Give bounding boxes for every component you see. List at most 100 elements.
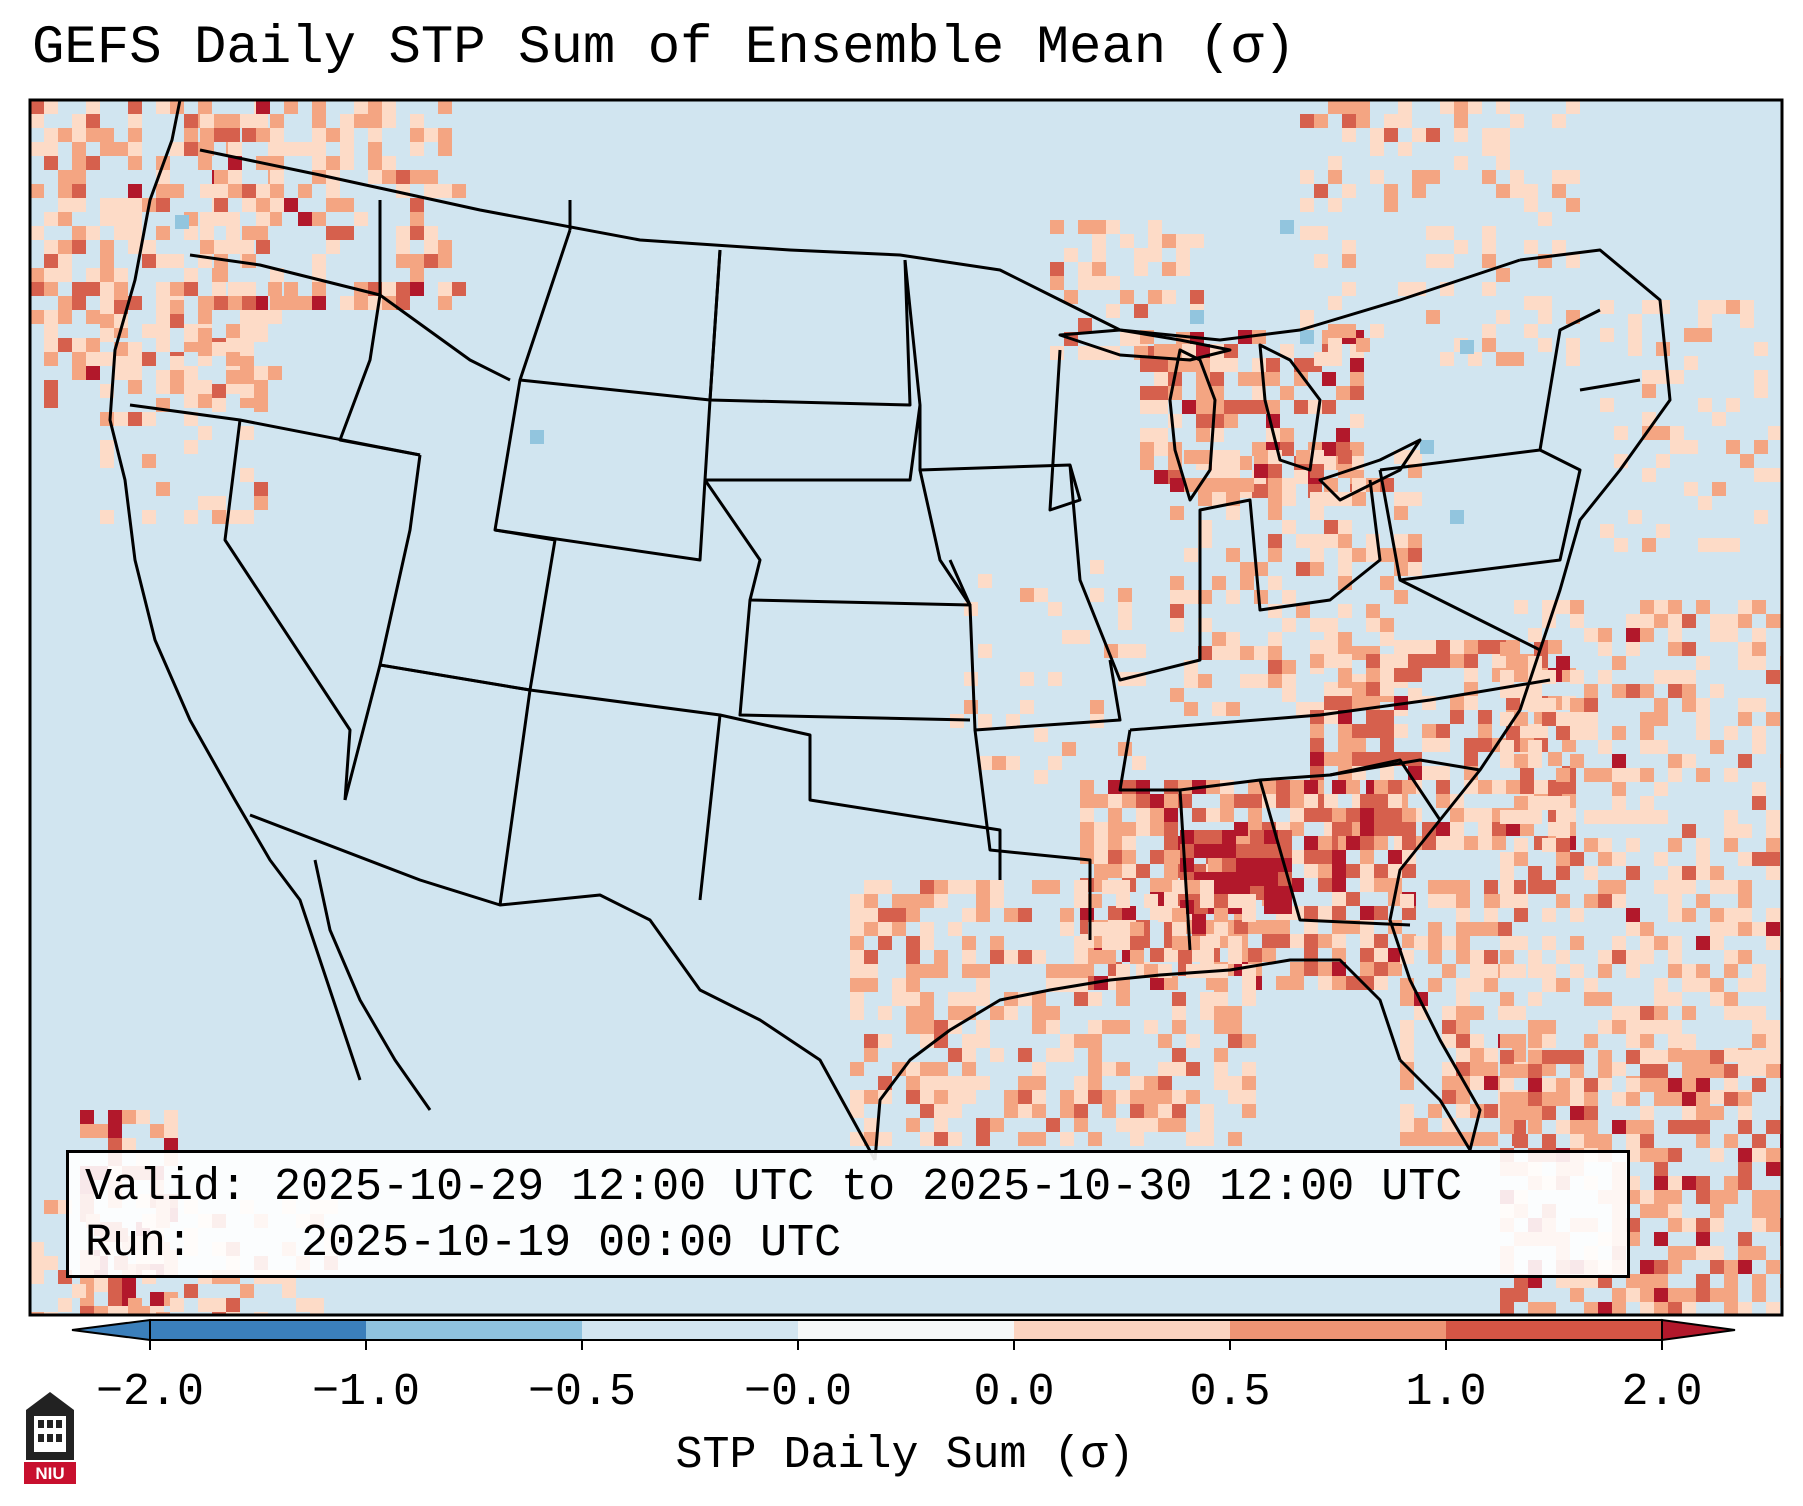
stp-pixel (1682, 642, 1696, 656)
stp-pixel (1172, 922, 1186, 936)
stp-pixel (200, 240, 214, 254)
stp-pixel (1034, 770, 1048, 784)
stp-pixel (1738, 1092, 1752, 1106)
stp-pixel-negative (1450, 510, 1464, 524)
stp-pixel (892, 922, 906, 936)
stp-pixel (1626, 642, 1640, 656)
stp-pixel (1654, 852, 1668, 866)
stp-pixel (1360, 808, 1374, 822)
stp-pixel (1140, 456, 1154, 470)
stp-pixel (1626, 964, 1640, 978)
stp-pixel (1150, 822, 1164, 836)
stp-pixel (1088, 1132, 1102, 1146)
stp-pixel (1484, 1076, 1498, 1090)
stp-pixel (1224, 414, 1238, 428)
stp-pixel (1212, 646, 1226, 660)
stp-pixel (1724, 1134, 1738, 1148)
stp-pixel (1500, 936, 1514, 950)
stp-pixel (1328, 156, 1342, 170)
stp-pixel (1102, 936, 1116, 950)
stp-pixel (228, 296, 242, 310)
stp-pixel (128, 128, 142, 142)
stp-pixel (1436, 654, 1450, 668)
stp-pixel (1514, 894, 1528, 908)
stp-pixel (1752, 642, 1766, 656)
stp-pixel (1442, 880, 1456, 894)
valid-run-info-box: Valid: 2025-10-29 12:00 UTC to 2025-10-3… (66, 1150, 1630, 1278)
stp-pixel (1080, 822, 1094, 836)
stp-pixel (214, 184, 228, 198)
stp-pixel (906, 894, 920, 908)
stp-pixel (1450, 640, 1464, 654)
stp-pixel (1584, 684, 1598, 698)
stp-pixel (72, 170, 86, 184)
stp-pixel (1738, 824, 1752, 838)
stp-pixel (1724, 880, 1738, 894)
stp-pixel (242, 254, 256, 268)
stp-pixel (1612, 894, 1626, 908)
stp-pixel (864, 1132, 878, 1146)
stp-pixel (1092, 262, 1106, 276)
stp-pixel (1626, 1120, 1640, 1134)
stp-pixel (990, 1118, 1004, 1132)
stp-pixel (1654, 712, 1668, 726)
stp-pixel (1626, 1134, 1640, 1148)
stp-pixel (256, 184, 270, 198)
stp-pixel (72, 114, 86, 128)
stp-pixel (1186, 880, 1200, 894)
stp-pixel (72, 156, 86, 170)
stp-pixel (1172, 908, 1186, 922)
stp-pixel (1394, 724, 1408, 738)
stp-pixel (1584, 712, 1598, 726)
stp-pixel (1726, 398, 1740, 412)
stp-pixel (1584, 838, 1598, 852)
stp-pixel (1524, 184, 1538, 198)
stp-pixel (30, 226, 44, 240)
stp-pixel (1640, 768, 1654, 782)
stp-pixel (1752, 796, 1766, 810)
stp-pixel (1172, 1006, 1186, 1020)
stp-pixel (1542, 712, 1556, 726)
stp-pixel (1500, 1064, 1514, 1078)
stp-pixel (1724, 1302, 1738, 1315)
stp-pixel (1380, 654, 1394, 668)
stp-pixel (1570, 908, 1584, 922)
stp-pixel (72, 128, 86, 142)
stp-pixel (44, 324, 58, 338)
stp-pixel (1310, 548, 1324, 562)
stp-pixel (1570, 1134, 1584, 1148)
stp-pixel (1214, 922, 1228, 936)
stp-pixel (1696, 1218, 1710, 1232)
stp-pixel (30, 142, 44, 156)
stp-pixel (1408, 668, 1422, 682)
stp-pixel (136, 1110, 150, 1124)
stp-pixel (1640, 1288, 1654, 1302)
stp-pixel (284, 296, 298, 310)
stp-pixel (1738, 1302, 1752, 1315)
stp-pixel (978, 574, 992, 588)
stp-pixel (1342, 114, 1356, 128)
stp-pixel (226, 128, 240, 142)
stp-pixel (100, 212, 114, 226)
stp-pixel (1500, 740, 1514, 754)
stp-pixel (1456, 1104, 1470, 1118)
stp-pixel (1130, 1118, 1144, 1132)
stp-pixel (1654, 740, 1668, 754)
stp-pixel (1570, 712, 1584, 726)
stp-pixel (1304, 780, 1318, 794)
stp-pixel (1212, 450, 1226, 464)
stp-pixel (114, 142, 128, 156)
valid-label: Valid: (85, 1162, 248, 1213)
stp-pixel (1242, 1104, 1256, 1118)
stp-pixel (1696, 600, 1710, 614)
stp-pixel (1500, 754, 1514, 768)
stp-pixel (1668, 1092, 1682, 1106)
stp-pixel (268, 212, 282, 226)
stp-pixel (1724, 726, 1738, 740)
stp-pixel (1640, 726, 1654, 740)
stp-pixel (1240, 674, 1254, 688)
stp-pixel (1766, 1050, 1780, 1064)
stp-pixel (906, 964, 920, 978)
stp-pixel (1360, 794, 1374, 808)
stp-pixel (1514, 1134, 1528, 1148)
